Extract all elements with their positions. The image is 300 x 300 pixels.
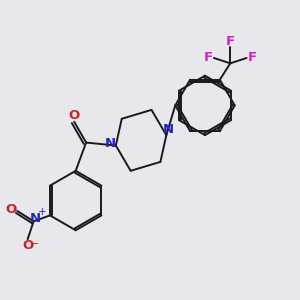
Text: F: F xyxy=(204,52,213,64)
Text: O: O xyxy=(22,239,33,252)
Text: O: O xyxy=(68,109,79,122)
Text: O: O xyxy=(6,203,17,216)
Text: +: + xyxy=(38,207,47,218)
Text: N: N xyxy=(29,212,41,226)
Text: F: F xyxy=(226,35,235,48)
Text: F: F xyxy=(248,52,256,64)
Text: N: N xyxy=(105,137,116,150)
Text: N: N xyxy=(162,123,173,136)
Text: −: − xyxy=(29,238,39,249)
